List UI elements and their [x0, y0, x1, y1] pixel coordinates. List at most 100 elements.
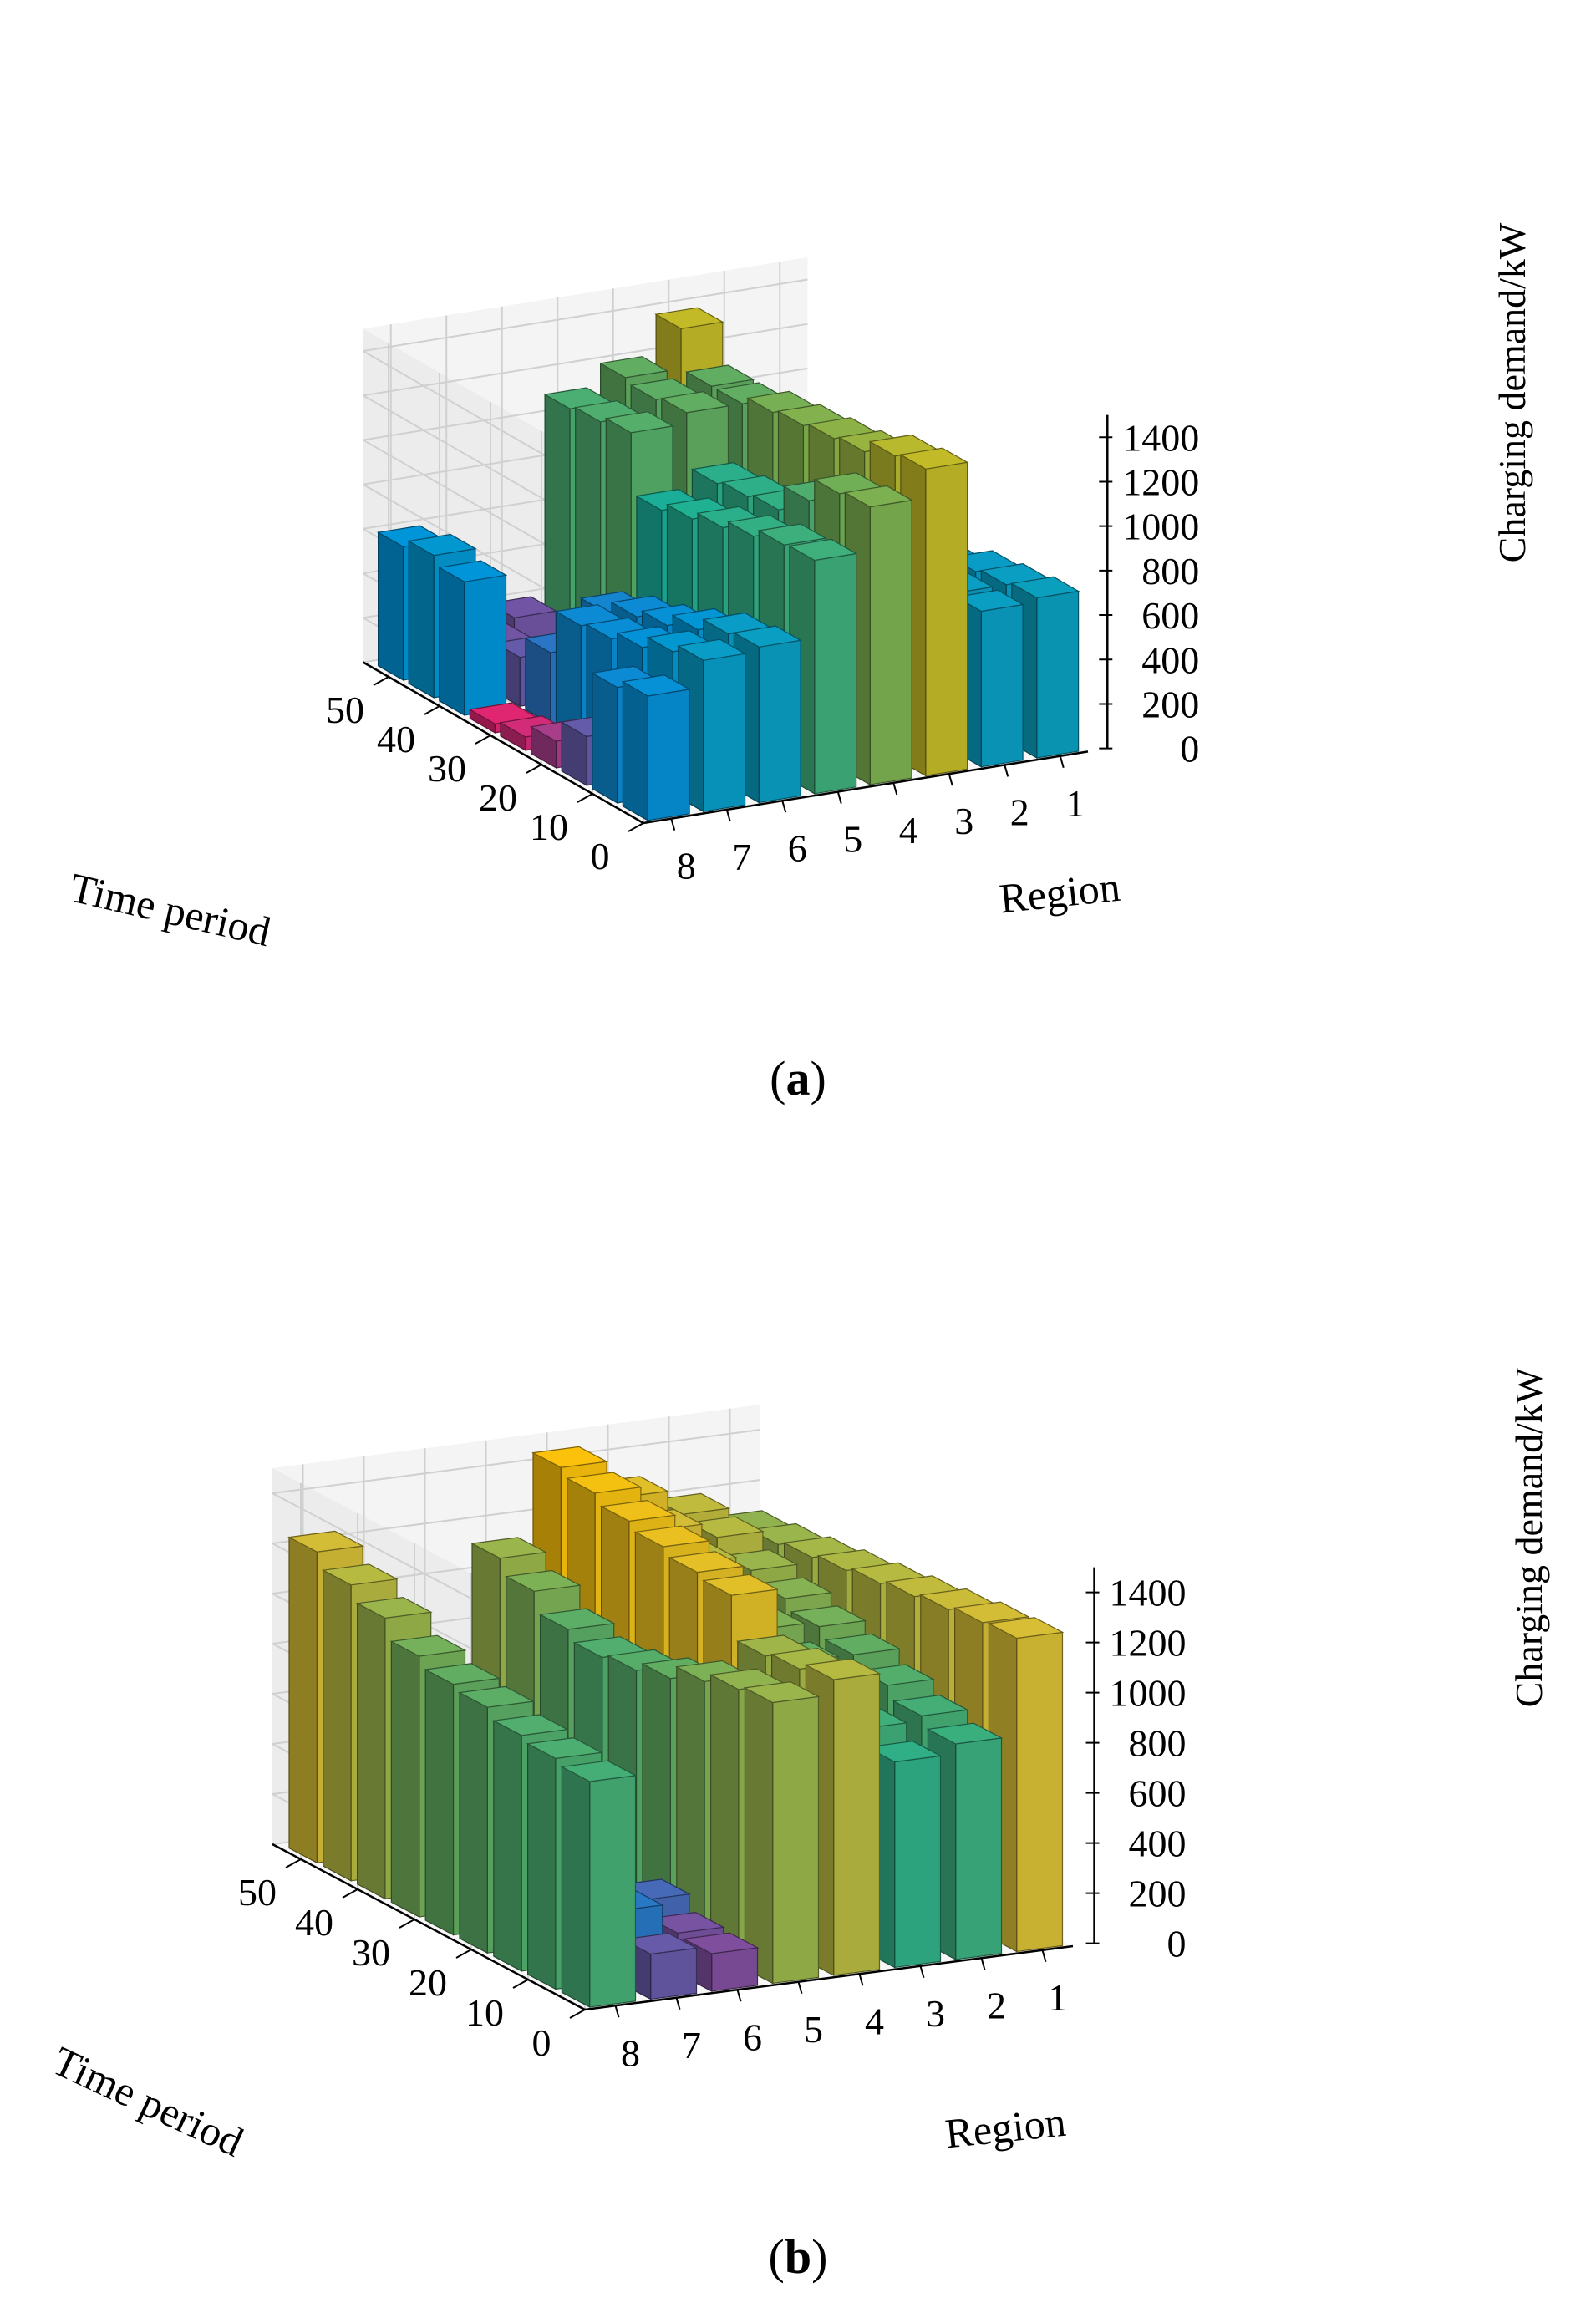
- time-tick-label: 30: [352, 1931, 390, 1974]
- time-tick: [285, 1858, 302, 1868]
- time-tick-label: 0: [532, 2021, 551, 2064]
- bar-front-face: [894, 1755, 942, 1969]
- bar-top-face: [732, 625, 802, 648]
- region-tick-label: 8: [677, 845, 696, 887]
- bar-top-face: [660, 391, 730, 414]
- bar-side-face: [622, 680, 648, 821]
- bar-top-face: [668, 1551, 745, 1573]
- region-tick: [892, 782, 898, 796]
- time-axis-line: [272, 1843, 586, 2011]
- bar-top-face: [677, 638, 747, 661]
- region-tick: [919, 1965, 925, 1979]
- time-tick-label: 50: [326, 689, 364, 731]
- bar-top-face: [790, 1605, 867, 1628]
- region-tick-label: 7: [732, 836, 751, 878]
- bar: [560, 1760, 638, 2008]
- bar-front-face: [647, 689, 690, 821]
- bar-front-face: [814, 552, 857, 795]
- region-tick-label: 3: [926, 1992, 945, 2035]
- time-tick: [342, 1888, 358, 1899]
- region-tick-label: 8: [621, 2031, 640, 2074]
- panel-b-axes: [272, 1567, 1100, 2019]
- bar-side-face: [408, 540, 435, 699]
- region-tick: [836, 791, 842, 804]
- panel-a-demand-axis-label: Charging demand/kW: [1491, 222, 1533, 562]
- bar-top-face: [538, 1608, 616, 1630]
- region-tick: [1059, 755, 1065, 769]
- bar-top-face: [491, 1714, 569, 1736]
- region-tick: [948, 773, 953, 786]
- time-tick: [526, 764, 542, 774]
- time-tick: [577, 793, 593, 803]
- demand-tick-label: 1000: [1110, 1672, 1187, 1715]
- panel-a-axes: [362, 414, 1113, 832]
- bar: [438, 560, 508, 716]
- region-tick: [797, 1981, 803, 1995]
- bar-top-face: [438, 560, 508, 582]
- bar-side-face: [459, 1691, 488, 1954]
- bar-top-face: [654, 307, 724, 329]
- region-tick: [675, 1997, 681, 2010]
- region-tick: [980, 1957, 986, 1970]
- bar-side-face: [439, 567, 465, 716]
- region-tick: [670, 818, 676, 831]
- region-tick-label: 5: [804, 2008, 823, 2051]
- bar-front-face: [758, 639, 801, 804]
- bar-top-face: [987, 1617, 1065, 1639]
- bar-top-face: [599, 1499, 677, 1522]
- panel-a-bars: [376, 307, 1080, 821]
- time-tick: [512, 1979, 529, 1989]
- bar-front-face: [589, 1775, 637, 2008]
- demand-tick-label: 1400: [1110, 1572, 1187, 1614]
- demand-tick-label: 1200: [1110, 1622, 1187, 1665]
- bar-side-face: [288, 1536, 318, 1864]
- bar-top-face: [1010, 576, 1080, 599]
- bar-top-face: [804, 1658, 882, 1680]
- bar-front-face: [925, 461, 968, 777]
- bar-side-face: [357, 1602, 386, 1900]
- demand-tick-label: 0: [1180, 728, 1199, 770]
- bar-front-face: [772, 1695, 820, 1985]
- bar-top-face: [287, 1530, 365, 1553]
- panel-b-demand-axis-label: Charging demand/kW: [1507, 1367, 1550, 1707]
- demand-tick-label: 200: [1141, 683, 1199, 725]
- time-tick: [399, 1919, 415, 1929]
- panel-b-bars: [287, 1446, 1065, 2008]
- bar-top-face: [604, 411, 674, 434]
- gridline-z: [272, 1429, 761, 1494]
- demand-tick-label: 200: [1129, 1873, 1187, 1915]
- demand-tick-label: 600: [1141, 594, 1199, 637]
- time-tick: [569, 2009, 586, 2019]
- time-tick-label: 10: [530, 806, 568, 848]
- region-tick-label: 6: [743, 2015, 762, 2058]
- demand-tick-label: 1000: [1122, 506, 1199, 548]
- gridline-z: [272, 1479, 761, 1544]
- region-tick: [858, 1973, 864, 1986]
- bar-front-face: [464, 574, 507, 716]
- bar: [621, 674, 691, 821]
- region-tick: [1041, 1949, 1047, 1963]
- demand-tick-label: 1200: [1122, 460, 1199, 503]
- region-axis-line: [643, 750, 1089, 825]
- time-tick-label: 40: [377, 718, 415, 760]
- bar-top-face: [684, 364, 755, 387]
- panel-a-chart: Region Time period Charging demand/kW 12…: [66, 222, 1533, 1106]
- bar-front-face: [980, 603, 1024, 768]
- bar-top-face: [598, 356, 669, 379]
- bar-side-face: [744, 1686, 774, 1985]
- region-tick-label: 4: [865, 2000, 884, 2042]
- demand-tick-label: 600: [1129, 1772, 1187, 1815]
- bar-side-face: [424, 1669, 455, 1936]
- demand-tick-label: 1400: [1122, 416, 1199, 459]
- bar-side-face: [390, 1640, 420, 1918]
- bar: [804, 1658, 882, 1976]
- bar-top-face: [424, 1663, 501, 1685]
- bar-top-face: [321, 1563, 399, 1586]
- demand-tick-label: 400: [1129, 1822, 1187, 1865]
- bar-top-face: [355, 1596, 433, 1619]
- region-tick-label: 4: [899, 809, 918, 851]
- bar-side-face: [709, 1674, 740, 1966]
- time-tick-label: 10: [465, 1991, 504, 2034]
- bar-side-face: [592, 672, 618, 804]
